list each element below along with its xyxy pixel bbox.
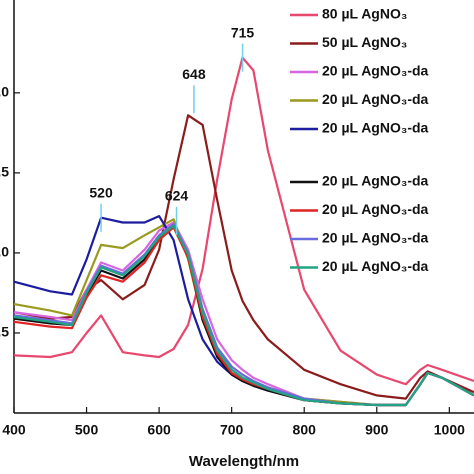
peak-label: 715 bbox=[231, 24, 255, 40]
series-line bbox=[13, 224, 474, 407]
legend-label: 20 µL AgNO₃-da bbox=[322, 91, 429, 107]
legend-label: 20 µL AgNO₃-da bbox=[322, 258, 429, 274]
x-tick-label: 1000 bbox=[434, 422, 465, 438]
x-axis-label: Wavelength/nm bbox=[189, 453, 299, 470]
series-line bbox=[13, 114, 474, 400]
legend-label: 80 µL AgNO₃ bbox=[322, 6, 407, 22]
x-tick-label: 400 bbox=[2, 422, 26, 438]
x-tick-label: 800 bbox=[293, 422, 317, 438]
y-tick-label: 0.5 bbox=[0, 324, 9, 340]
x-tick-label: 900 bbox=[365, 422, 389, 438]
peak-label: 520 bbox=[89, 184, 113, 200]
y-tick-label: 2.0 bbox=[0, 84, 9, 100]
y-tick-label: 1.0 bbox=[0, 244, 9, 260]
peak-label: 624 bbox=[165, 188, 189, 204]
legend-label: 20 µL AgNO₃-da bbox=[322, 230, 429, 246]
series-line bbox=[13, 56, 474, 386]
legend-label: 50 µL AgNO₃ bbox=[322, 34, 407, 50]
legend-label: 20 µL AgNO₃-da bbox=[322, 173, 429, 189]
x-tick-label: 600 bbox=[147, 422, 171, 438]
x-tick-label: 700 bbox=[220, 422, 244, 438]
legend-label: 20 µL AgNO₃-da bbox=[322, 63, 429, 79]
peak-label: 648 bbox=[182, 66, 206, 82]
legend-label: 20 µL AgNO₃-da bbox=[322, 120, 429, 136]
y-tick-label: 1.5 bbox=[0, 164, 9, 180]
x-tick-label: 500 bbox=[75, 422, 99, 438]
series-line bbox=[13, 218, 474, 407]
legend-label: 20 µL AgNO₃-da bbox=[322, 201, 429, 217]
